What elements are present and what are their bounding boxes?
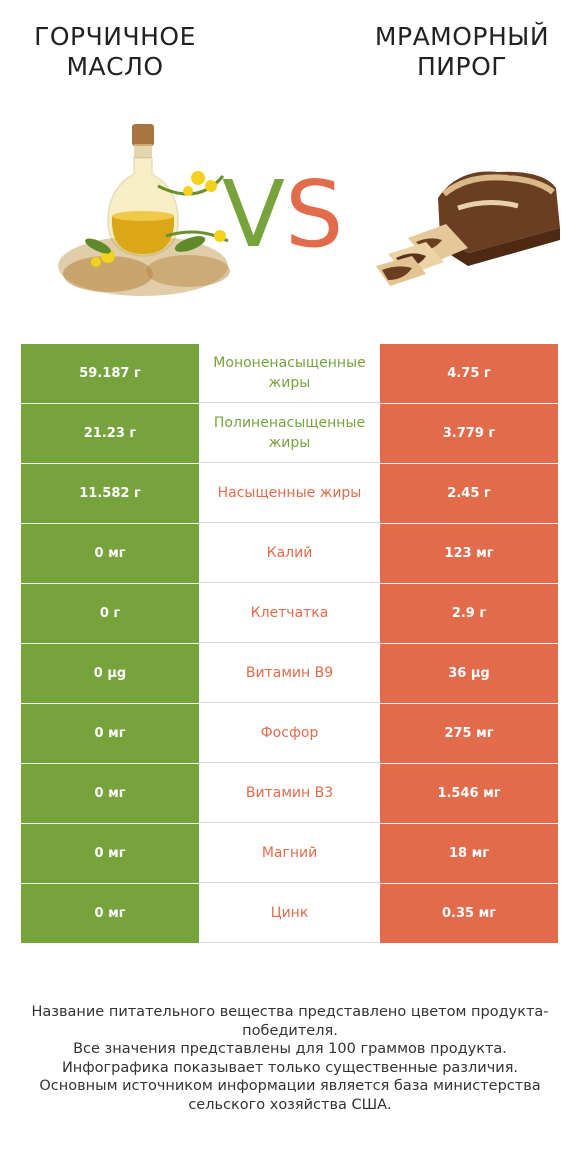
left-product-title: Горчичное масло — [34, 22, 196, 81]
right-value: 4.75 г — [379, 344, 558, 403]
footer-line: Основным источником информации является … — [39, 1078, 541, 1113]
footer-line: Все значения представлены для 100 граммо… — [73, 1041, 507, 1057]
footer-notes: Название питательного вещества представл… — [20, 1003, 560, 1114]
table-row: 0 µg Витамин B9 36 µg — [21, 644, 558, 704]
right-value: 36 µg — [379, 644, 558, 703]
left-value: 0 мг — [21, 764, 200, 823]
left-value: 0 г — [21, 584, 200, 643]
right-value: 2.45 г — [379, 464, 558, 523]
left-value: 0 мг — [21, 824, 200, 883]
table-row: 0 мг Магний 18 мг — [21, 824, 558, 884]
right-value: 123 мг — [379, 524, 558, 583]
nutrient-name: Клетчатка — [200, 584, 379, 643]
table-row: 0 г Клетчатка 2.9 г — [21, 584, 558, 644]
left-value: 11.582 г — [21, 464, 200, 523]
vs-label: VS — [222, 161, 344, 268]
table-row: 0 мг Цинк 0.35 мг — [21, 884, 558, 944]
table-row: 0 мг Витамин B3 1.546 мг — [21, 764, 558, 824]
nutrient-name: Витамин B3 — [200, 764, 379, 823]
right-value: 0.35 мг — [379, 884, 558, 943]
table-row: 11.582 г Насыщенные жиры 2.45 г — [21, 464, 558, 524]
mustard-oil-image — [58, 124, 230, 296]
footer-line: Инфографика показывает только существенн… — [61, 1059, 519, 1076]
left-value: 0 мг — [21, 704, 200, 763]
right-value: 275 мг — [379, 704, 558, 763]
table-row: 0 мг Калий 123 мг — [21, 524, 558, 584]
right-value: 18 мг — [379, 824, 558, 883]
table-row: 0 мг Фосфор 275 мг — [21, 704, 558, 764]
left-value: 21.23 г — [21, 404, 200, 463]
marble-cake-image — [376, 171, 560, 286]
table-row: 21.23 г Полиненасыщенные жиры 3.779 г — [21, 404, 558, 464]
left-value: 0 мг — [21, 524, 200, 583]
nutrient-name: Насыщенные жиры — [200, 464, 379, 523]
comparison-table: 59.187 г Мононенасыщенные жиры 4.75 г 21… — [21, 344, 558, 944]
nutrient-name: Полиненасыщенные жиры — [200, 404, 379, 463]
nutrient-name: Магний — [200, 824, 379, 883]
left-value: 0 мг — [21, 884, 200, 943]
nutrient-name: Мононенасыщенные жиры — [200, 344, 379, 403]
right-value: 2.9 г — [379, 584, 558, 643]
footer-line: Название питательного вещества представл… — [31, 1004, 549, 1039]
left-value: 59.187 г — [21, 344, 200, 403]
right-value: 3.779 г — [379, 404, 558, 463]
nutrient-name: Калий — [200, 524, 379, 583]
nutrient-name: Цинк — [200, 884, 379, 943]
nutrient-name: Витамин B9 — [200, 644, 379, 703]
left-value: 0 µg — [21, 644, 200, 703]
nutrient-name: Фосфор — [200, 704, 379, 763]
right-value: 1.546 мг — [379, 764, 558, 823]
table-row: 59.187 г Мононенасыщенные жиры 4.75 г — [21, 344, 558, 404]
right-product-title: Мраморный пирог — [374, 22, 550, 81]
